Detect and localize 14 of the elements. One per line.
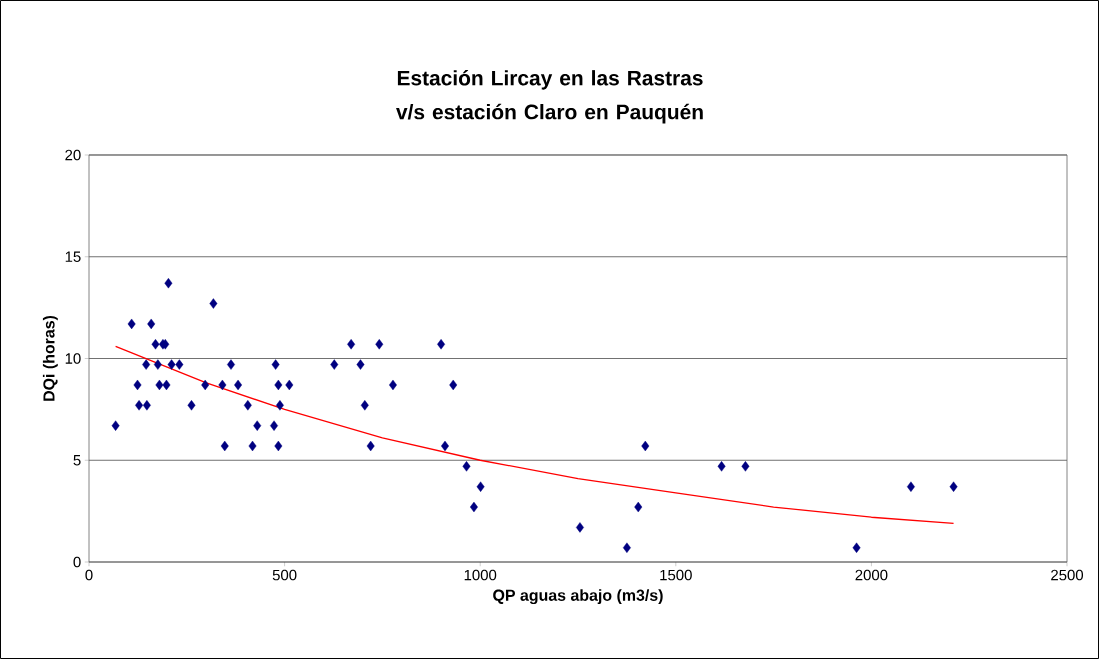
x-tick-label: 1500 xyxy=(660,569,692,581)
chart-title: Estación Lircay en las Rastras v/s estación Claro en Pauquén xyxy=(396,69,703,124)
y-tick-label: 5 xyxy=(73,455,81,466)
y-tick-label: 20 xyxy=(65,149,81,161)
x-tick-label: 1000 xyxy=(464,569,497,581)
x-tick-label: 2000 xyxy=(855,569,888,581)
x-tick-label: 0 xyxy=(85,569,93,581)
x-tick-label: 500 xyxy=(272,569,297,581)
x-tick-label: 2500 xyxy=(1051,569,1084,581)
y-tick-label: 10 xyxy=(65,353,81,364)
y-tick-label: 15 xyxy=(65,251,81,262)
y-tick-label: 0 xyxy=(73,556,81,568)
y-axis-title: DQi (horas) xyxy=(42,315,58,401)
x-axis-title: QP aguas abajo (m3/s) xyxy=(493,589,663,605)
